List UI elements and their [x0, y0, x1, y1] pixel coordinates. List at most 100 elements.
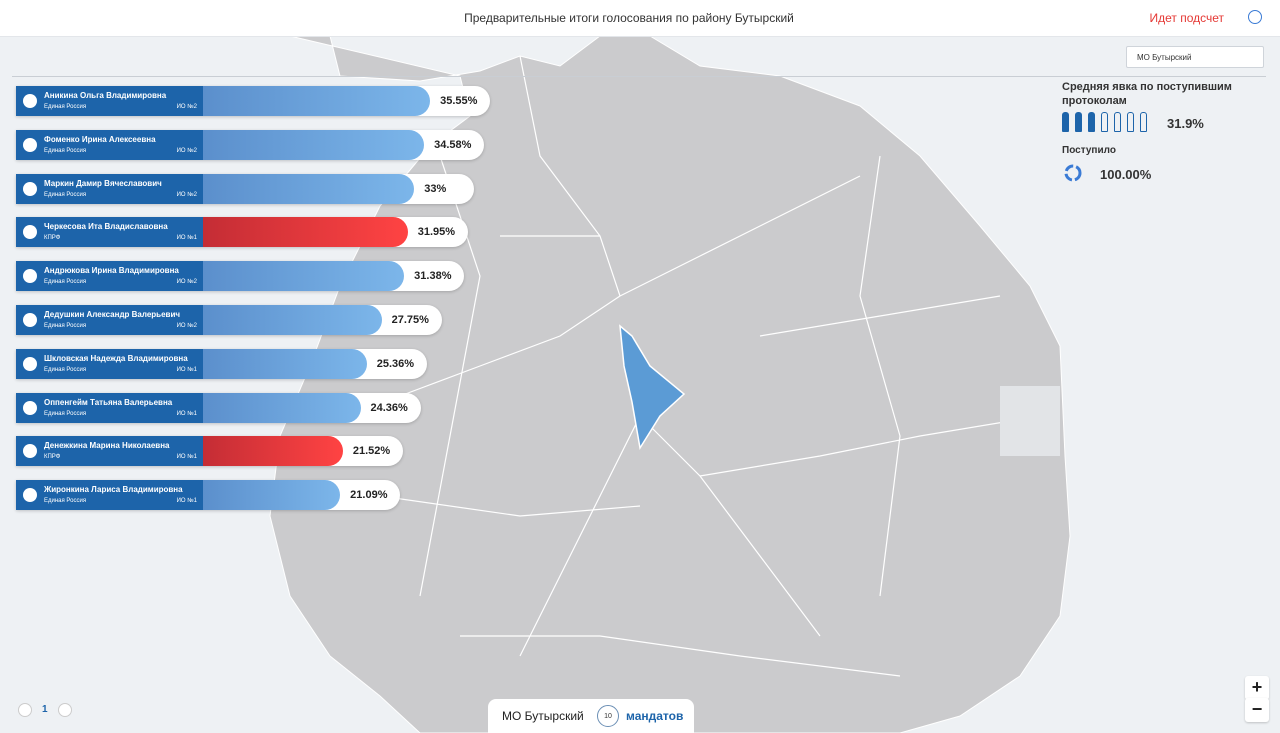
party-logo [23, 313, 37, 327]
share-label: 34.58% [434, 138, 472, 151]
person-icon [1088, 112, 1095, 132]
status: Идет подсчет [1149, 11, 1224, 25]
candidate-name: Маркин Дамир Вячеславович [44, 178, 162, 188]
party-name: Единая Россия [44, 410, 87, 417]
result-bar [203, 173, 415, 204]
person-icon [1075, 112, 1082, 132]
footer-panel: МО Бутырский 10 мандатов [488, 699, 694, 733]
candidate-name: Денежкина Марина Николаевна [44, 441, 170, 451]
share-label: 25.36% [376, 357, 415, 370]
candidate-label: Дедушкин Александр Валерьевич Единая Росс… [16, 305, 203, 335]
candidate-row: Оппенгейм Татьяна Валерьевна Единая Росси… [16, 392, 423, 423]
share-label: 27.75% [391, 314, 429, 326]
district-name: ИО №1 [176, 366, 197, 373]
result-bar [203, 129, 425, 160]
district-name: ИО №2 [176, 191, 197, 198]
candidate-label: Андрюкова Ирина Владимировна Единая Росси… [16, 261, 203, 292]
district-name: ИО №1 [176, 498, 197, 505]
candidate-name: Шкловская Надежда Владимировна [44, 353, 188, 363]
candidate-row: Жиронкина Лариса Владимировна Единая Росс… [16, 480, 402, 511]
share-label: 33% [424, 182, 447, 195]
district-name: ИО №2 [176, 104, 197, 110]
result-bar [203, 480, 341, 511]
footer-district: МО Бутырский [502, 709, 584, 723]
district-name: ИО №2 [176, 323, 197, 329]
candidate-row: Денежкина Марина Николаевна КПРФ ИО №1 21.5… [16, 436, 405, 467]
received-icon [1064, 164, 1082, 182]
candidate-name: Дедушкин Александр Валерьевич [44, 310, 181, 319]
party-logo [23, 444, 37, 459]
candidate-label: Черкесова Ита Владиславовна КПРФ ИО №1 [16, 217, 203, 248]
zoom-in[interactable]: + [1245, 676, 1269, 700]
candidate-name: Жиронкина Лариса Владимировна [44, 485, 183, 495]
received-value: 100.00% [1100, 167, 1152, 182]
candidate-row: Маркин Дамир Вячеславович Единая Россия ИО… [16, 173, 476, 204]
turnout-label: Средняя явка по поступившим протоколам [1062, 81, 1232, 107]
party-name: Единая Россия [44, 191, 87, 198]
map-block [1000, 386, 1060, 456]
person-icon [1114, 112, 1121, 132]
district-name: ИО №2 [176, 147, 197, 154]
party-name: Единая Россия [44, 279, 87, 286]
district-name: ИО №1 [176, 454, 197, 461]
party-logo [23, 94, 37, 108]
share-label: 21.52% [352, 445, 391, 458]
mandates-count: 10 [597, 705, 619, 727]
result-bar [203, 392, 361, 423]
candidate-label: Оппенгейм Татьяна Валерьевна Единая Росси… [16, 392, 203, 423]
district-select[interactable]: МО Бутырский [1126, 46, 1264, 68]
party-logo [23, 356, 37, 371]
candidate-row: Фоменко Ирина Алексеевна Единая Россия ИО … [16, 129, 486, 160]
header: Предварительные итоги голосования по рай… [0, 0, 1280, 37]
person-icon [1101, 112, 1108, 132]
result-bar [203, 305, 382, 335]
mandates-label: мандатов [626, 709, 684, 723]
title: Предварительные итоги голосования по рай… [464, 11, 794, 25]
person-icon [1127, 112, 1134, 132]
person-icon [1140, 112, 1147, 132]
next-page[interactable] [58, 703, 72, 717]
party-logo [23, 400, 37, 415]
candidate-row: Шкловская Надежда Владимировна Единая Рос… [16, 348, 429, 379]
candidate-label: Маркин Дамир Вячеславович Единая Россия ИО… [16, 173, 203, 204]
party-logo [23, 137, 37, 152]
prev-page[interactable] [18, 703, 32, 717]
share-label: 31.95% [417, 226, 456, 239]
person-icon [1062, 112, 1069, 132]
divider [12, 76, 1266, 77]
candidate-row: Андрюкова Ирина Владимировна Единая Росси… [16, 261, 466, 292]
district-name: ИО №2 [176, 279, 197, 286]
candidate-label: Аникина Ольга Владимировна Единая Россия И… [16, 86, 203, 116]
candidate-label: Шкловская Надежда Владимировна Единая Рос… [16, 348, 203, 379]
party-name: Единая Россия [44, 498, 87, 505]
candidate-label: Фоменко Ирина Алексеевна Единая Россия ИО … [16, 129, 203, 160]
play-button[interactable] [1248, 10, 1262, 24]
map [269, 36, 1071, 733]
party-logo [23, 181, 37, 196]
turnout-value: 31.9% [1167, 116, 1204, 131]
party-name: Единая Россия [44, 147, 87, 154]
district-name: ИО №1 [176, 235, 197, 242]
candidate-row: Черкесова Ита Владиславовна КПРФ ИО №1 31.9… [16, 217, 470, 248]
candidate-name: Оппенгейм Татьяна Валерьевна [44, 397, 173, 407]
party-name: КПРФ [44, 454, 61, 461]
party-name: Единая Россия [44, 366, 87, 373]
district-borders [379, 55, 1041, 677]
party-name: Единая Россия [44, 104, 87, 110]
result-bar [203, 436, 343, 467]
party-logo [23, 225, 37, 240]
candidate-name: Черкесова Ита Владиславовна [44, 222, 168, 232]
page-number[interactable]: 1 [42, 704, 48, 715]
candidate-label: Денежкина Марина Николаевна КПРФ ИО №1 [16, 436, 203, 467]
result-bar [203, 348, 367, 379]
party-name: КПРФ [44, 235, 61, 242]
received-label: Поступило [1062, 145, 1116, 156]
result-bar [203, 86, 431, 116]
share-label: 35.55% [440, 95, 478, 107]
result-bar [203, 261, 405, 292]
party-logo [23, 488, 37, 503]
share-label: 31.38% [414, 270, 452, 283]
candidate-row: Дедушкин Александр Валерьевич Единая Росс… [16, 305, 444, 335]
zoom-out[interactable]: − [1245, 698, 1269, 722]
